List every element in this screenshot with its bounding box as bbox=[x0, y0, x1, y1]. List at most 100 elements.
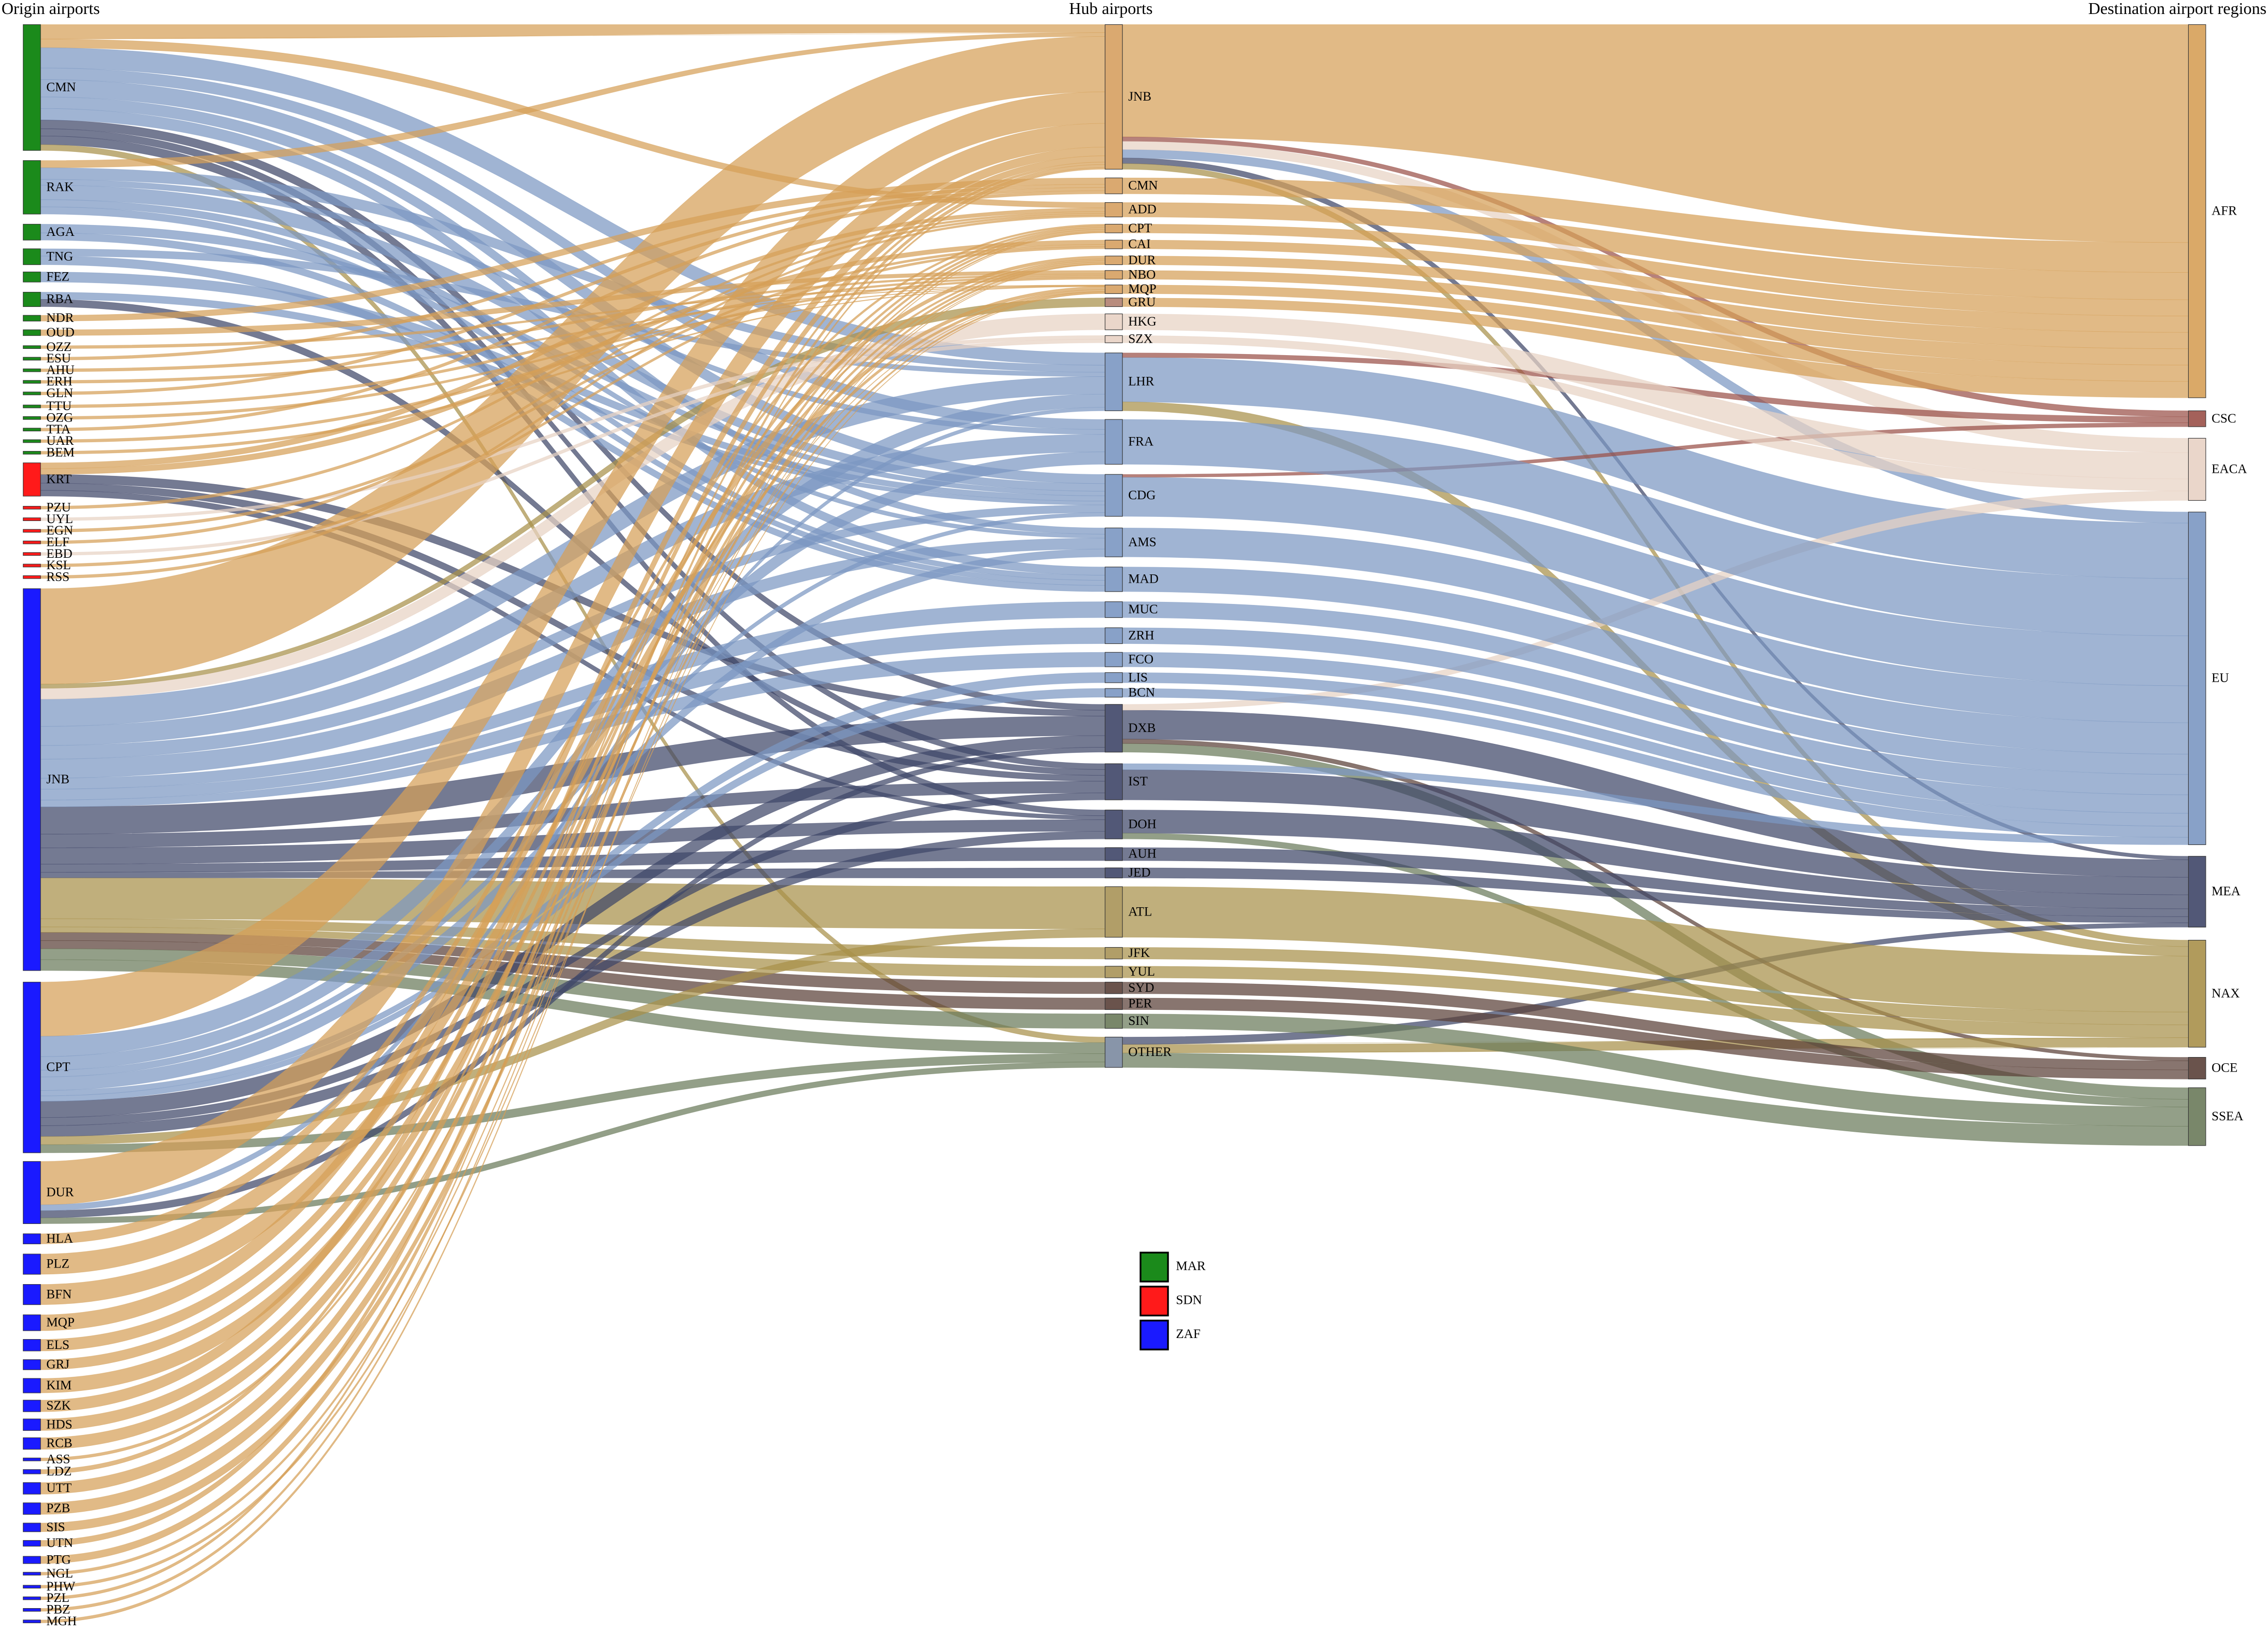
origin-label: RAK bbox=[46, 180, 74, 194]
origin-label: NDR bbox=[46, 311, 74, 325]
origin-label: ASS bbox=[46, 1452, 70, 1466]
origin-label: ELF bbox=[46, 535, 69, 549]
origin-label: UTT bbox=[46, 1481, 72, 1495]
origin-node bbox=[23, 1502, 41, 1515]
origin-node bbox=[23, 439, 41, 443]
hub-label: LIS bbox=[1128, 670, 1148, 684]
hub-node bbox=[1105, 474, 1123, 517]
hub-node bbox=[1105, 704, 1123, 753]
hub-label: MAD bbox=[1128, 572, 1159, 586]
origin-node bbox=[23, 1233, 41, 1245]
hub-label: MUC bbox=[1128, 602, 1158, 616]
origin-label: PBZ bbox=[46, 1603, 70, 1617]
origin-node bbox=[23, 1540, 41, 1547]
destination-node bbox=[2188, 1057, 2206, 1079]
origin-label: EBD bbox=[46, 547, 72, 561]
flows bbox=[40, 24, 2189, 1623]
hub-node bbox=[1105, 256, 1123, 265]
origin-node bbox=[23, 416, 41, 420]
origin-node bbox=[23, 1620, 41, 1624]
origin-label: KSL bbox=[46, 558, 71, 572]
hub-label: DXB bbox=[1128, 721, 1156, 735]
destination-node bbox=[2188, 939, 2206, 1048]
hub-label: DUR bbox=[1128, 253, 1156, 267]
hub-label: GRU bbox=[1128, 295, 1156, 309]
hub-label: PER bbox=[1128, 996, 1152, 1010]
hub-label: ZRH bbox=[1128, 628, 1154, 642]
hub-node bbox=[1105, 353, 1123, 411]
origin-label: TNG bbox=[46, 249, 73, 263]
origin-node bbox=[23, 292, 41, 307]
origin-label: BEM bbox=[46, 445, 74, 459]
hub-label: JNB bbox=[1128, 90, 1151, 104]
origin-label: KIM bbox=[46, 1378, 72, 1392]
nodes: CMNRAKAGATNGFEZRBANDROUDOZZESUAHUERHGLNT… bbox=[23, 24, 2247, 1628]
hub-node bbox=[1105, 966, 1123, 978]
origin-label: RCB bbox=[46, 1437, 72, 1451]
hub-node bbox=[1105, 947, 1123, 960]
hub-label: BCN bbox=[1128, 686, 1155, 700]
hub-node bbox=[1105, 24, 1123, 170]
hub-label: DOH bbox=[1128, 818, 1156, 832]
hub-node bbox=[1105, 202, 1123, 218]
origin-node bbox=[23, 248, 41, 265]
hub-label: SZX bbox=[1128, 332, 1152, 346]
hub-node bbox=[1105, 240, 1123, 249]
origin-node bbox=[23, 1469, 41, 1474]
hub-node bbox=[1105, 688, 1123, 698]
hub-node bbox=[1105, 886, 1123, 938]
origin-label: UTN bbox=[46, 1536, 73, 1550]
origin-node bbox=[23, 540, 41, 544]
hub-label: CAI bbox=[1128, 237, 1150, 251]
origin-node bbox=[23, 1457, 41, 1461]
origin-label: ESU bbox=[46, 351, 71, 365]
origin-label: SIS bbox=[46, 1520, 65, 1534]
hub-header: Hub airports bbox=[1069, 0, 1152, 18]
hub-node bbox=[1105, 567, 1123, 592]
origin-node bbox=[23, 588, 41, 971]
origin-node bbox=[23, 345, 41, 349]
origin-node bbox=[23, 1418, 41, 1431]
hub-label: LHR bbox=[1128, 375, 1154, 389]
origin-node bbox=[23, 1585, 41, 1589]
origin-node bbox=[23, 1161, 41, 1224]
origin-node bbox=[23, 575, 41, 579]
hub-node bbox=[1105, 335, 1123, 343]
origin-label: OUD bbox=[46, 326, 74, 340]
origin-node bbox=[23, 1608, 41, 1612]
origin-node bbox=[23, 1378, 41, 1393]
legend-swatch bbox=[1139, 1319, 1169, 1350]
hub-label: ADD bbox=[1128, 203, 1156, 217]
origin-label: ELS bbox=[46, 1338, 69, 1352]
origin-label: MQP bbox=[46, 1316, 74, 1330]
hub-node bbox=[1105, 672, 1123, 683]
destination-label: CSC bbox=[2211, 412, 2236, 426]
origin-label: CPT bbox=[46, 1060, 70, 1074]
origin-node bbox=[23, 1482, 41, 1495]
origin-label: AGA bbox=[46, 225, 74, 239]
hub-node bbox=[1105, 867, 1123, 879]
legend-label: MAR bbox=[1176, 1259, 1205, 1273]
origin-node bbox=[23, 1572, 41, 1575]
hub-node bbox=[1105, 527, 1123, 557]
origin-label: DUR bbox=[46, 1186, 74, 1200]
origin-label: MGH bbox=[46, 1614, 77, 1628]
origin-label: SZK bbox=[46, 1399, 71, 1413]
destination-header: Destination airport regions bbox=[2088, 0, 2266, 18]
hub-label: JED bbox=[1128, 866, 1150, 880]
origin-node bbox=[23, 357, 41, 361]
origin-label: BFN bbox=[46, 1287, 72, 1301]
origin-node bbox=[23, 1284, 41, 1305]
origin-node bbox=[23, 1359, 41, 1370]
origin-label: ERH bbox=[46, 375, 72, 389]
origin-node bbox=[23, 451, 41, 455]
hub-label: SYD bbox=[1128, 981, 1154, 995]
hub-label: FRA bbox=[1128, 435, 1153, 449]
hub-label: CPT bbox=[1128, 221, 1152, 235]
origin-node bbox=[23, 380, 41, 384]
hub-label: CMN bbox=[1128, 179, 1158, 193]
hub-node bbox=[1105, 270, 1123, 280]
hub-node bbox=[1105, 981, 1123, 994]
origin-node bbox=[23, 315, 41, 321]
